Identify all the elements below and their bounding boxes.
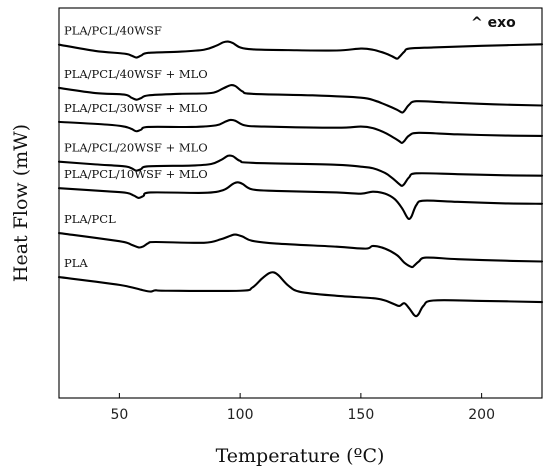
- x-tick-label-200: 200: [468, 407, 495, 423]
- y-axis-title: Heat Flow (mW): [10, 124, 32, 282]
- x-tick-label-50: 50: [110, 407, 128, 423]
- x-ticks-layer: 50 100 150 200: [110, 393, 495, 423]
- curve-pla-pcl-40wsf: [57, 40, 544, 60]
- series-label-pla: PLA: [64, 256, 88, 270]
- series-label-pla-pcl-40wsf-mlo: PLA/PCL/40WSF + MLO: [64, 67, 208, 81]
- curve-pla-pcl-10wsf-mlo: [57, 181, 544, 221]
- series-label-pla-pcl-30wsf-mlo: PLA/PCL/30WSF + MLO: [64, 101, 208, 115]
- series-label-pla-pcl-10wsf-mlo: PLA/PCL/10WSF + MLO: [64, 167, 208, 181]
- x-tick-label-100: 100: [227, 407, 254, 423]
- curve-pla-pcl-30wsf-mlo: [57, 118, 544, 144]
- series-label-pla-pcl-40wsf: PLA/PCL/40WSF: [64, 24, 162, 38]
- curve-pla-pcl-20wsf-mlo: [57, 154, 544, 187]
- x-tick-label-150: 150: [348, 407, 375, 423]
- curves-layer: [57, 40, 544, 318]
- curve-pla-pcl-40wsf-mlo: [57, 83, 544, 114]
- series-label-pla-pcl: PLA/PCL: [64, 212, 116, 226]
- series-label-pla-pcl-20wsf-mlo: PLA/PCL/20WSF + MLO: [64, 141, 208, 155]
- series-labels-layer: PLA/PCL/40WSF PLA/PCL/40WSF + MLO PLA/PCL/…: [64, 24, 208, 270]
- exo-annotation: ^ exo: [471, 15, 516, 31]
- curve-pla-pcl: [57, 231, 544, 269]
- x-axis-title: Temperature (ºC): [216, 445, 385, 467]
- curve-pla: [57, 271, 544, 318]
